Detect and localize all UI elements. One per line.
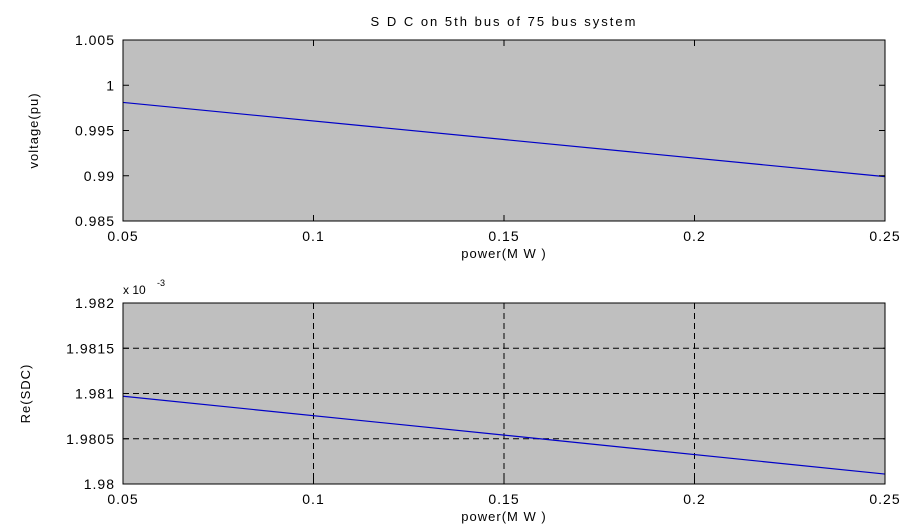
x-axis-label: power(M W ) — [461, 246, 546, 261]
series-line-0 — [122, 395, 886, 475]
y-axis-label: voltage(pu) — [26, 92, 41, 168]
y-exponent-label: x 10 — [123, 283, 146, 297]
x-tick-label: 0.2 — [683, 491, 705, 507]
y-tick-label: 1.981 — [75, 386, 115, 402]
plot-area — [123, 40, 885, 221]
y-tick-label: 0.985 — [75, 213, 115, 229]
y-exponent-power: -3 — [157, 278, 165, 288]
y-tick-label: 1.9805 — [66, 431, 115, 447]
y-tick-label: 1.98 — [84, 476, 115, 492]
series-line-0 — [122, 101, 886, 178]
y-tick-label: 0.99 — [84, 168, 115, 184]
x-tick-label: 0.25 — [869, 491, 900, 507]
y-axis-label: Re(SDC) — [18, 364, 33, 424]
y-tick-label: 1.9815 — [66, 340, 115, 356]
chart-re-sdc: 0.05 0.1 0.15 0.2 0.25 1.98 1.9805 1.981 1.9815 1… — [18, 278, 900, 524]
chart-voltage: 0.05 0.1 0.15 0.2 0.25 0.985 0.99 0.995 1 1.005 po… — [26, 14, 900, 261]
x-tick-label: 0.25 — [869, 228, 900, 244]
x-tick-label: 0.05 — [107, 491, 138, 507]
y-tick-label: 1 — [106, 77, 115, 93]
x-tick-label: 0.05 — [107, 228, 138, 244]
x-axis-label: power(M W ) — [461, 509, 546, 524]
x-tick-label: 0.1 — [302, 491, 324, 507]
x-tick-label: 0.1 — [302, 228, 324, 244]
chart-title: S D C on 5th bus of 75 bus system — [371, 14, 638, 29]
y-tick-label: 1.005 — [75, 32, 115, 48]
y-tick-label: 1.982 — [75, 295, 115, 311]
y-tick-label: 0.995 — [75, 123, 115, 139]
x-tick-label: 0.2 — [683, 228, 705, 244]
x-tick-label: 0.15 — [488, 491, 519, 507]
x-tick-label: 0.15 — [488, 228, 519, 244]
